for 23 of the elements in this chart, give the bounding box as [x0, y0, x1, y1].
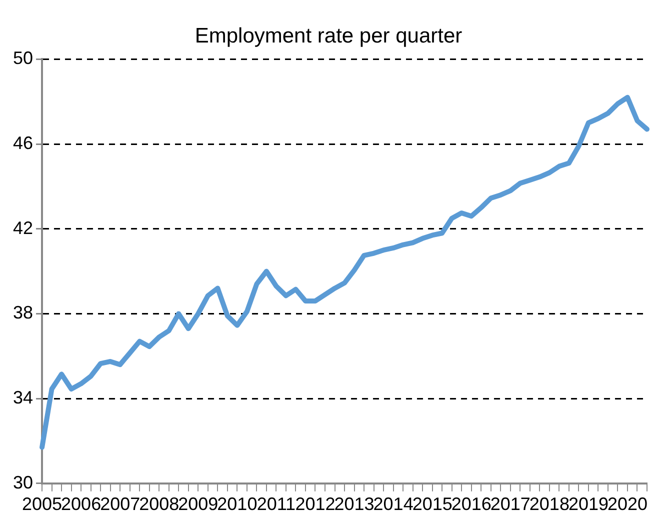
y-tick-label: 30 [12, 472, 34, 492]
y-tick-label: 46 [12, 133, 34, 154]
x-tick-label: 2009 [178, 494, 218, 514]
x-tick-label: 2016 [451, 494, 492, 514]
x-tick-label: 2020 [607, 494, 648, 514]
x-tick-label: 2019 [568, 494, 608, 514]
x-tick-label: 2012 [295, 494, 336, 514]
x-tick-label: 2010 [217, 494, 258, 514]
x-tick-label: 2005 [22, 494, 62, 514]
y-tick-label: 42 [12, 218, 34, 238]
y-tick-label: 50 [12, 48, 34, 68]
x-tick-label: 2008 [139, 494, 180, 514]
x-tick-label: 2007 [100, 494, 140, 514]
x-tick-label: 2011 [256, 494, 296, 514]
x-tick-label: 2017 [490, 494, 530, 514]
chart-title: Employment rate per quarter [194, 24, 462, 48]
x-tick-label: 2018 [529, 494, 570, 514]
y-tick-label: 34 [12, 388, 34, 408]
x-tick-label: 2014 [373, 494, 414, 514]
x-tick-label: 2013 [334, 494, 374, 514]
x-tick-label: 2015 [412, 494, 452, 514]
y-tick-label: 38 [12, 302, 34, 323]
x-tick-label: 2006 [61, 494, 102, 514]
